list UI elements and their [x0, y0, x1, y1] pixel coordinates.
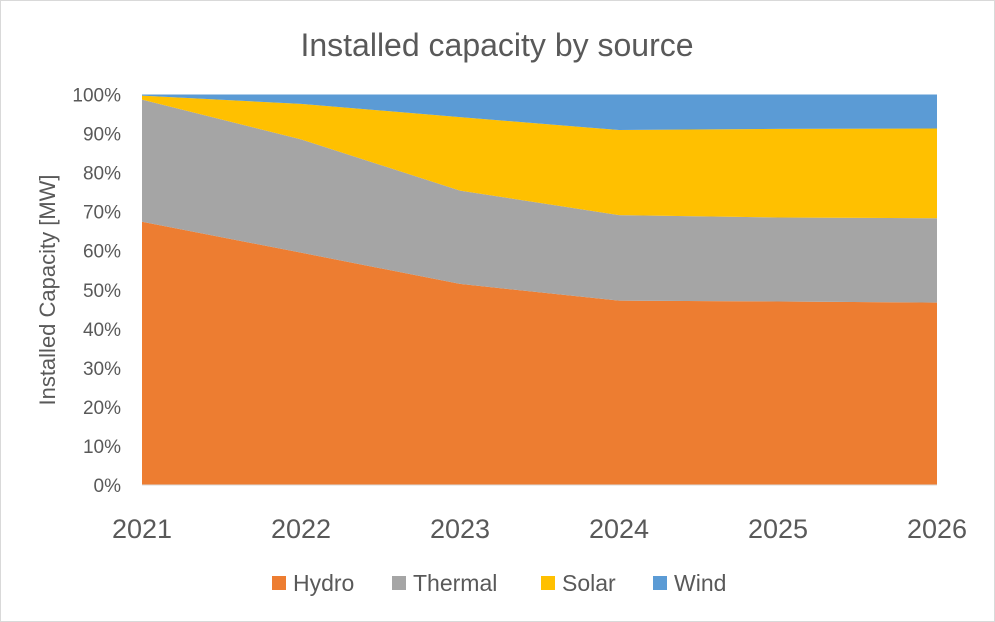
y-tick-label: 30% — [83, 359, 121, 380]
legend-swatch — [541, 576, 555, 590]
y-tick-label: 100% — [72, 86, 121, 107]
y-tick-label: 90% — [83, 125, 121, 146]
area-hydro — [142, 221, 937, 486]
y-tick-label: 50% — [83, 281, 121, 302]
legend-item-wind: Wind — [653, 570, 726, 596]
legend-item-thermal: Thermal — [392, 570, 497, 596]
x-tick-label: 2023 — [430, 514, 490, 544]
y-tick-label: 70% — [83, 203, 121, 224]
y-tick-label: 0% — [94, 476, 122, 497]
legend-item-hydro: Hydro — [272, 570, 354, 596]
x-tick-label: 2025 — [748, 514, 808, 544]
chart-title: Installed capacity by source — [300, 27, 693, 63]
y-tick-label: 20% — [83, 398, 121, 419]
area-wind — [142, 94, 937, 131]
legend-swatch — [653, 576, 667, 590]
x-tick-label: 2024 — [589, 514, 649, 544]
y-tick-label: 80% — [83, 164, 121, 185]
y-tick-label: 10% — [83, 437, 121, 458]
y-tick-label: 60% — [83, 242, 121, 263]
legend-item-solar: Solar — [541, 570, 616, 596]
area-solar — [142, 95, 937, 219]
x-tick-label: 2022 — [271, 514, 331, 544]
area-thermal — [142, 99, 937, 303]
legend-label: Hydro — [293, 570, 354, 596]
legend-label: Solar — [562, 570, 616, 596]
legend-swatch — [392, 576, 406, 590]
legend-label: Thermal — [413, 570, 497, 596]
x-tick-label: 2026 — [907, 514, 967, 544]
legend-label: Wind — [674, 570, 726, 596]
x-tick-label: 2021 — [112, 514, 172, 544]
y-axis-label: Installed Capacity [MW] — [35, 174, 60, 405]
legend-swatch — [272, 576, 286, 590]
y-tick-label: 40% — [83, 320, 121, 341]
